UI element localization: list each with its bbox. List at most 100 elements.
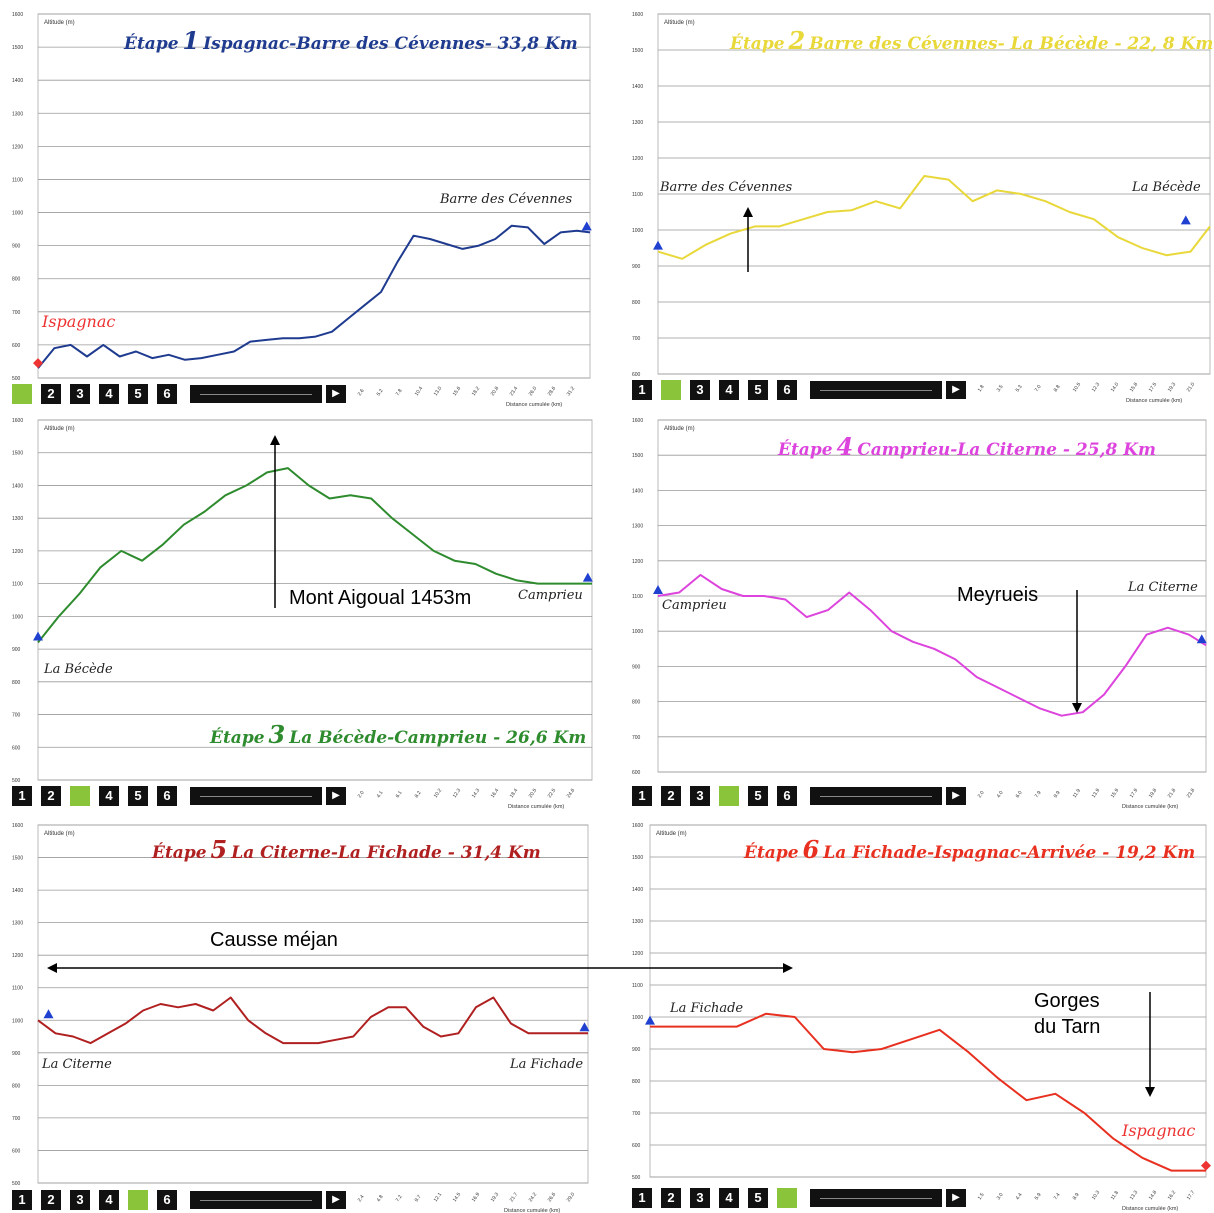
stage-button-5[interactable]: 5: [128, 1190, 148, 1210]
stage-button-4[interactable]: 4: [719, 380, 739, 400]
stage-3-panel: 500 600 700 800 900 1000 1100 1200 1300 1400 1500 1…: [0, 410, 600, 815]
stage-button-1[interactable]: 1: [12, 786, 32, 806]
x-tick-label: 11.9: [1072, 788, 1082, 799]
x-tick-label: 10.4: [414, 386, 425, 398]
stage-button-6[interactable]: 6: [157, 384, 177, 404]
elevation-series: [650, 1012, 1206, 1172]
causse-mejan-label: Causse méjan: [210, 929, 338, 951]
y-tick-label: 1500: [632, 855, 643, 861]
stage-6-panel: 500 600 700 800 900 1000 1100 1200 1300 1400 1500 1…: [620, 815, 1214, 1213]
y-tick-label: 1200: [12, 953, 23, 959]
stage-button-2[interactable]: 2: [661, 1188, 681, 1208]
y-tick-label: 1000: [12, 1018, 23, 1024]
x-tick-label: 13.9: [1091, 788, 1102, 800]
stage-button-5[interactable]: 5: [748, 1188, 768, 1208]
x-tick-label: 3.5: [996, 384, 1005, 393]
stage-button-6[interactable]: 6: [157, 786, 177, 806]
play-button[interactable]: ▶: [326, 787, 346, 805]
x-tick-label: 13.3: [1129, 1190, 1140, 1202]
progress-slider[interactable]: [190, 787, 322, 805]
stage-button-6[interactable]: 6: [777, 1188, 797, 1208]
stage-button-1[interactable]: 1: [12, 1190, 32, 1210]
x-tick-label: 16.2: [1167, 1190, 1178, 1202]
stage-button-4[interactable]: 4: [719, 1188, 739, 1208]
stage-button-5[interactable]: 5: [128, 384, 148, 404]
vet-gate-marker: [653, 240, 663, 250]
progress-slider[interactable]: [810, 381, 942, 399]
vet-gate-marker: [582, 572, 593, 582]
y-tick-label: 1200: [632, 559, 643, 565]
stage-button-1[interactable]: 1: [632, 786, 652, 806]
plot-frame: [37, 824, 589, 1184]
stage-button-3[interactable]: 3: [70, 384, 90, 404]
stage-button-2[interactable]: 2: [41, 1190, 61, 1210]
stage-button-2[interactable]: 2: [41, 384, 61, 404]
stage-button-5[interactable]: 5: [748, 380, 768, 400]
y-tick-label: 1600: [12, 12, 23, 18]
title-text: Ispagnac-Barre des Cévennes- 33,8 Km: [203, 34, 578, 54]
profile-chart: 500 600 700 800 900 1000 1100 1200 1300 1400 1500 1…: [12, 12, 592, 408]
y-tick-label: 1100: [632, 594, 643, 600]
title-number: 1: [182, 26, 200, 55]
stage-button-3[interactable]: 3: [690, 380, 710, 400]
progress-slider[interactable]: [810, 1189, 942, 1207]
title-text: Barre des Cévennes- La Bécède - 22, 8 Km: [809, 34, 1214, 54]
stage-button-3[interactable]: 3: [690, 786, 710, 806]
stage-button-4[interactable]: 4: [99, 384, 119, 404]
y-tick-label: 900: [12, 1051, 21, 1057]
stage-button-6[interactable]: 6: [777, 786, 797, 806]
elevation-series: [657, 175, 1211, 260]
progress-slider[interactable]: [190, 385, 322, 403]
play-button[interactable]: ▶: [946, 381, 966, 399]
title-number: 6: [802, 835, 820, 864]
progress-slider[interactable]: [810, 787, 942, 805]
stage-button-4[interactable]: 4: [719, 786, 739, 806]
title-text: La Bécède-Camprieu - 26,6 Km: [289, 728, 587, 748]
stage-button-6[interactable]: 6: [157, 1190, 177, 1210]
play-button[interactable]: ▶: [946, 1189, 966, 1207]
x-tick-label: 1.5: [977, 1192, 986, 1201]
stage-button-3[interactable]: 3: [70, 786, 90, 806]
y-tick-label: 1600: [632, 823, 643, 829]
stage-button-6[interactable]: 6: [777, 380, 797, 400]
y-tick-label: 1600: [632, 418, 643, 424]
stage-5-panel: 500 600 700 800 900 1000 1100 1200 1300 1400 1500 1…: [0, 815, 600, 1213]
stage-button-2[interactable]: 2: [41, 786, 61, 806]
stage-nav: 1 2 3 4 5 6 ▶: [12, 384, 352, 406]
stage-button-2[interactable]: 2: [661, 786, 681, 806]
y-tick-label: 1500: [632, 453, 643, 459]
play-button[interactable]: ▶: [326, 385, 346, 403]
x-axis-label: Distance cumulée (km): [1122, 804, 1178, 810]
x-tick-label: 7.0: [1034, 384, 1043, 393]
x-tick-label: 5.3: [1015, 384, 1024, 393]
stage-button-4[interactable]: 4: [99, 1190, 119, 1210]
stage-button-3[interactable]: 3: [690, 1188, 710, 1208]
y-tick-label: 1100: [12, 582, 23, 588]
profile-chart: 500 600 700 800 900 1000 1100 1200 1300 1400 1500 1…: [632, 823, 1211, 1212]
stage-button-1[interactable]: 1: [12, 384, 32, 404]
vet-gate-marker: [653, 585, 663, 594]
chart-title: Étape 6 La Fichade-Ispagnac-Arrivée - 19,2…: [744, 835, 1195, 864]
x-tick-label: 24.2: [528, 1192, 539, 1204]
play-button[interactable]: ▶: [326, 1191, 346, 1209]
y-axis-label: Altitude (m): [44, 831, 75, 837]
play-button[interactable]: ▶: [946, 787, 966, 805]
x-tick-label: 19.8: [1148, 788, 1159, 800]
x-tick-label: 22.5: [547, 788, 558, 800]
stage-button-4[interactable]: 4: [99, 786, 119, 806]
stage-button-1[interactable]: 1: [632, 380, 652, 400]
stage-button-5[interactable]: 5: [128, 786, 148, 806]
stage-button-3[interactable]: 3: [70, 1190, 90, 1210]
chart-title: Étape 1 Ispagnac-Barre des Cévennes- 33,8 …: [124, 26, 578, 55]
vet-gate-marker: [581, 221, 592, 231]
stage-button-5[interactable]: 5: [748, 786, 768, 806]
progress-slider[interactable]: [190, 1191, 322, 1209]
stage-button-1[interactable]: 1: [632, 1188, 652, 1208]
stage-button-2[interactable]: 2: [661, 380, 681, 400]
x-tick-label: 26.6: [547, 1192, 558, 1204]
x-tick-label: 31.2: [566, 386, 577, 398]
x-tick-label: 4.8: [376, 1194, 385, 1203]
y-tick-label: 800: [632, 1079, 641, 1085]
x-axis-label: Distance cumulée (km): [508, 804, 564, 810]
x-tick-label: 19.3: [490, 1192, 501, 1204]
